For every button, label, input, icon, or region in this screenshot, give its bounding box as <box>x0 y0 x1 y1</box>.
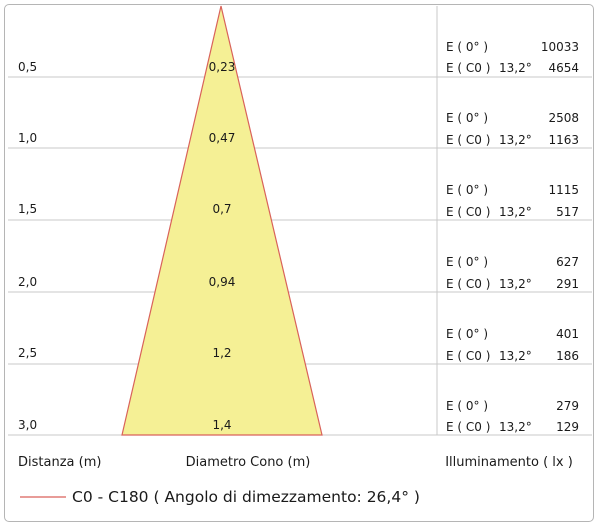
cone-diameter-label: 0,94 <box>209 275 236 289</box>
cone-diameter-label: 0,7 <box>212 202 231 216</box>
ec0-label: E ( C0 ) <box>446 277 490 291</box>
cone-diameter-label: 0,23 <box>209 60 236 74</box>
e0-label: E ( 0° ) <box>446 327 488 341</box>
cone-diameter-label: 0,47 <box>209 131 236 145</box>
ec0-label: E ( C0 ) <box>446 61 490 75</box>
half-angle-value: 13,2° <box>499 420 532 434</box>
distance-label: 0,5 <box>18 60 37 74</box>
half-angle-value: 13,2° <box>499 133 532 147</box>
half-angle-value: 13,2° <box>499 205 532 219</box>
cone-diameter-label: 1,4 <box>212 418 231 432</box>
e0-value: 1115 <box>548 183 579 197</box>
distance-column-header: Distanza (m) <box>18 455 101 470</box>
grid-lines <box>8 76 592 436</box>
e0-value: 2508 <box>548 111 579 125</box>
ec0-value: 291 <box>556 277 579 291</box>
e0-value: 401 <box>556 327 579 341</box>
e0-label: E ( 0° ) <box>446 399 488 413</box>
row-3-0: 3,0 1,4 E ( 0° ) 279 E ( C0 ) 13,2° 129 <box>18 399 579 434</box>
distance-label: 1,5 <box>18 202 37 216</box>
e0-value: 10033 <box>541 40 579 54</box>
illuminance-column-header: Illuminamento ( lx ) <box>445 455 573 470</box>
e0-label: E ( 0° ) <box>446 255 488 269</box>
row-1-0: 1,0 0,47 E ( 0° ) 2508 E ( C0 ) 13,2° 11… <box>18 111 579 147</box>
ec0-label: E ( C0 ) <box>446 205 490 219</box>
distance-label: 2,0 <box>18 275 37 289</box>
ec0-value: 517 <box>556 205 579 219</box>
e0-label: E ( 0° ) <box>446 183 488 197</box>
diagram-frame <box>4 4 594 522</box>
row-2-0: 2,0 0,94 E ( 0° ) 627 E ( C0 ) 13,2° 291 <box>18 255 579 291</box>
ec0-value: 4654 <box>548 61 579 75</box>
half-angle-value: 13,2° <box>499 349 532 363</box>
distance-label: 1,0 <box>18 131 37 145</box>
legend-label: C0 - C180 ( Angolo di dimezzamento: 26,4… <box>72 488 420 506</box>
row-0-5: 0,5 0,23 E ( 0° ) 10033 E ( C0 ) 13,2° 4… <box>18 40 579 75</box>
e0-label: E ( 0° ) <box>446 40 488 54</box>
ec0-label: E ( C0 ) <box>446 420 490 434</box>
ec0-value: 1163 <box>548 133 579 147</box>
row-2-5: 2,5 1,2 E ( 0° ) 401 E ( C0 ) 13,2° 186 <box>18 327 579 363</box>
e0-value: 627 <box>556 255 579 269</box>
ec0-label: E ( C0 ) <box>446 133 490 147</box>
e0-value: 279 <box>556 399 579 413</box>
e0-label: E ( 0° ) <box>446 111 488 125</box>
ec0-value: 186 <box>556 349 579 363</box>
distance-label: 3,0 <box>18 418 37 432</box>
cone-diameter-label: 1,2 <box>212 346 231 360</box>
row-1-5: 1,5 0,7 E ( 0° ) 1115 E ( C0 ) 13,2° 517 <box>18 183 579 219</box>
ec0-label: E ( C0 ) <box>446 349 490 363</box>
light-cone <box>121 5 323 436</box>
ec0-value: 129 <box>556 420 579 434</box>
half-angle-value: 13,2° <box>499 61 532 75</box>
distance-label: 2,5 <box>18 346 37 360</box>
half-angle-value: 13,2° <box>499 277 532 291</box>
diameter-column-header: Diametro Cono (m) <box>186 455 311 470</box>
